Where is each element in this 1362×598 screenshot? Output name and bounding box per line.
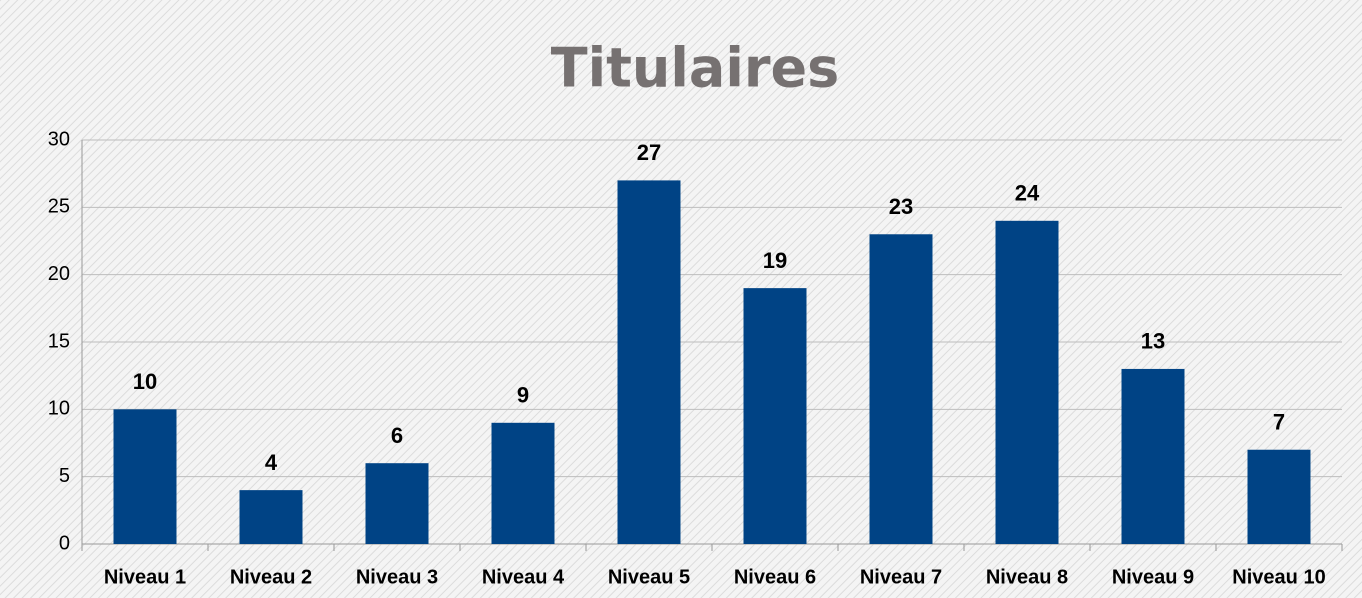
data-label: 19 <box>763 248 787 273</box>
bar <box>743 288 807 544</box>
y-tick-label: 0 <box>59 532 70 554</box>
bar <box>239 490 303 544</box>
y-tick-label: 5 <box>59 465 70 487</box>
bar <box>1247 449 1311 544</box>
y-tick-label: 20 <box>48 263 70 285</box>
data-label: 10 <box>133 369 157 394</box>
bar <box>1121 368 1185 544</box>
bar <box>491 422 555 544</box>
y-tick-label: 15 <box>48 330 70 352</box>
x-tick-label: Niveau 7 <box>860 566 942 588</box>
x-tick-label: Niveau 5 <box>608 566 690 588</box>
x-tick-label: Niveau 4 <box>482 566 565 588</box>
x-tick-label: Niveau 1 <box>104 566 186 588</box>
data-label: 27 <box>637 140 661 165</box>
chart-title: Titulaires <box>551 37 839 100</box>
y-tick-label: 25 <box>48 196 70 218</box>
data-label: 7 <box>1273 410 1285 435</box>
x-tick-label: Niveau 9 <box>1112 566 1194 588</box>
x-tick-label: Niveau 10 <box>1232 566 1325 588</box>
bar <box>869 234 933 544</box>
bar <box>995 220 1059 545</box>
bar <box>113 409 177 544</box>
bar <box>365 463 429 544</box>
y-tick-label: 30 <box>48 128 70 150</box>
x-tick-label: Niveau 3 <box>356 566 438 588</box>
data-label: 9 <box>517 383 529 408</box>
y-tick-label: 10 <box>48 398 70 420</box>
x-tick-label: Niveau 8 <box>986 566 1068 588</box>
data-label: 24 <box>1015 181 1040 206</box>
x-tick-label: Niveau 2 <box>230 566 312 588</box>
x-tick-label: Niveau 6 <box>734 566 816 588</box>
bar <box>617 180 681 544</box>
data-label: 4 <box>265 450 278 475</box>
data-label: 23 <box>889 194 913 219</box>
data-label: 13 <box>1141 329 1165 354</box>
data-label: 6 <box>391 423 403 448</box>
